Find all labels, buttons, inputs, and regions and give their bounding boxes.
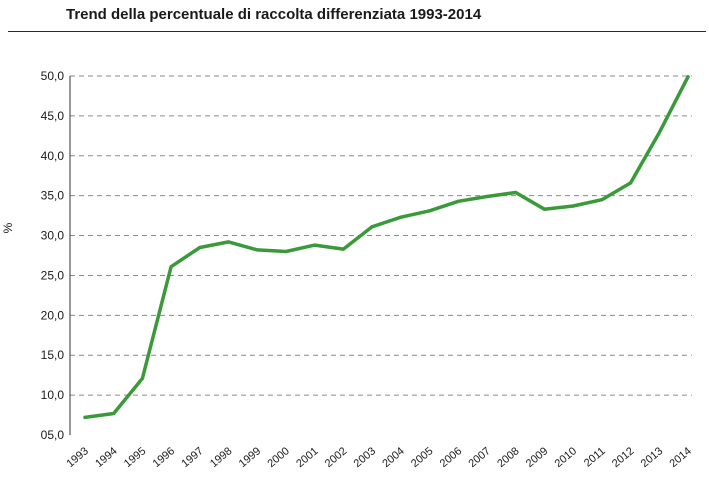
data-point	[341, 247, 346, 251]
data-point	[514, 190, 518, 195]
data-point	[226, 240, 231, 244]
x-tick-label: 2002	[323, 445, 349, 470]
data-point	[112, 411, 116, 416]
data-point	[485, 194, 489, 199]
x-tick-label: 1996	[151, 445, 177, 470]
y-tick-label: 50,0	[41, 69, 65, 83]
data-point	[686, 75, 690, 79]
x-tick-label: 1993	[64, 445, 90, 470]
data-point	[600, 198, 604, 202]
chart-title: Trend della percentuale di raccolta diff…	[66, 6, 482, 23]
data-point	[456, 199, 460, 203]
y-tick-label: 40,0	[41, 149, 65, 163]
data-point	[83, 415, 87, 420]
series-line	[83, 75, 690, 420]
x-tick-label: 1998	[208, 445, 234, 470]
x-tick-label: 1999	[237, 445, 263, 470]
x-tick-label: 1997	[179, 445, 205, 470]
x-tick-label: 2000	[265, 445, 291, 470]
x-tick-label: 1995	[122, 445, 148, 470]
data-point	[198, 245, 202, 250]
x-tick-label: 1994	[93, 445, 119, 470]
y-axis-label: %	[1, 222, 15, 233]
y-tick-label: 25,0	[41, 268, 65, 282]
y-tick-labels: 05,0 10,0 15,0 20,0 25,0 30,0 35,0 40,0 45,0 50,0	[41, 69, 65, 442]
y-tick-label: 35,0	[41, 189, 65, 203]
x-tick-labels: 1993 1994 1995 1996 1997 1998 1999 2000 2001 2002…	[64, 445, 693, 470]
y-tick-label: 05,0	[41, 428, 65, 442]
x-tick-label: 2004	[380, 445, 406, 470]
x-tick-label: 2010	[553, 445, 579, 470]
data-point	[140, 376, 145, 380]
x-tick-label: 2007	[466, 445, 492, 470]
x-tick-label: 2012	[610, 445, 636, 470]
y-tick-label: 20,0	[41, 308, 65, 322]
data-point	[313, 243, 317, 247]
y-tick-label: 10,0	[41, 388, 65, 402]
x-tick-label: 2005	[409, 445, 435, 470]
x-tick-label: 2001	[294, 445, 320, 470]
data-point	[399, 215, 403, 219]
data-point	[370, 225, 374, 229]
x-tick-label: 2008	[495, 445, 521, 470]
data-point	[427, 209, 432, 213]
data-point	[628, 181, 633, 185]
series-lines	[83, 75, 690, 420]
data-point	[571, 204, 575, 208]
data-point	[255, 248, 259, 252]
data-point	[542, 207, 547, 211]
x-tick-label: 2003	[352, 445, 378, 470]
y-tick-label: 45,0	[41, 109, 65, 123]
y-tick-label: 15,0	[41, 348, 65, 362]
data-point	[169, 265, 173, 269]
title-divider	[8, 31, 706, 32]
y-tick-label: 30,0	[41, 229, 65, 243]
data-point	[284, 249, 288, 254]
x-tick-label: 2006	[438, 445, 464, 470]
gridlines	[70, 75, 692, 396]
x-tick-label: 2013	[639, 445, 665, 470]
x-tick-label: 2014	[667, 445, 693, 470]
x-tick-label: 2011	[582, 445, 608, 469]
x-tick-label: 2009	[524, 445, 550, 470]
data-point	[657, 131, 661, 135]
